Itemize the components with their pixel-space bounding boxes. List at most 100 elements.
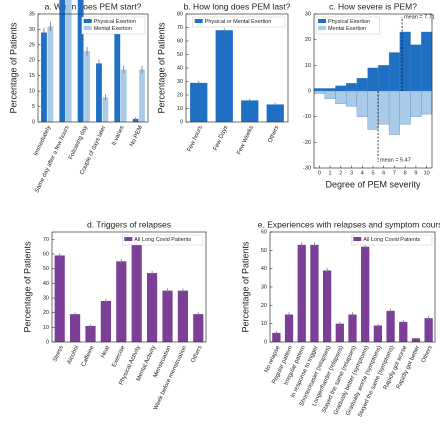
y-tick-label: 0: [32, 119, 35, 125]
y-axis-label: Percentage of Patients: [8, 22, 18, 114]
x-tick-label: Alcohol: [67, 345, 81, 365]
x-tick-label: It varies: [111, 125, 125, 147]
panel-title: c. How severe is PEM?: [329, 1, 417, 11]
plot-frame: [51, 231, 207, 343]
x-tick-label: 0: [318, 170, 321, 176]
bar: [47, 26, 54, 122]
bar: [54, 255, 65, 342]
y-tick-label: 5: [32, 104, 35, 110]
y-tick-label: 0: [46, 339, 49, 345]
plot-frame: [313, 13, 433, 169]
x-tick-label: Few Weeks: [236, 125, 255, 156]
bar: [131, 237, 142, 342]
bar: [322, 270, 332, 342]
x-tick-label: Same day after a few hours: [34, 125, 70, 194]
y-tick-label: 10: [43, 325, 49, 331]
y-tick-label: 0: [180, 119, 183, 125]
histogram-bar: [367, 90, 379, 130]
x-tick-label: Heat: [100, 345, 111, 359]
y-tick-label: 50: [261, 248, 267, 254]
bar: [386, 310, 395, 342]
bar: [77, 0, 84, 122]
histogram-bar: [378, 65, 390, 92]
bar: [84, 51, 90, 122]
legend-label: Physical Exertion: [94, 19, 136, 25]
legend-swatch: [83, 26, 92, 30]
y-tick-label: -20: [303, 140, 311, 146]
histogram-bar: [335, 90, 347, 104]
legend-label: All Long Covid Patients: [363, 237, 420, 243]
y-tick-label: -30: [303, 165, 311, 171]
histogram-bar: [378, 90, 390, 125]
x-tick-label: 9: [414, 170, 417, 176]
legend-swatch: [83, 19, 92, 23]
plot-frame: [269, 231, 436, 343]
x-tick-label: Others: [267, 125, 280, 144]
legend-label: Mental Exertion: [94, 26, 132, 32]
y-tick-label: 10: [177, 106, 183, 112]
y-tick-label: 15: [29, 73, 35, 79]
panel-title: e. Experiences with relapses and symptom…: [258, 219, 440, 229]
y-tick-label: 30: [29, 27, 35, 33]
histogram-bar: [410, 44, 422, 92]
legend-box: [315, 16, 380, 35]
histogram-bar: [313, 88, 325, 92]
bar: [335, 323, 344, 342]
x-tick-label: Following day: [68, 125, 89, 161]
bar: [215, 30, 233, 123]
bar: [41, 32, 47, 123]
histogram-bar: [356, 78, 368, 92]
plot-frame: [185, 13, 289, 123]
legend-swatch: [353, 237, 362, 241]
y-tick-label: 35: [29, 11, 35, 17]
bar: [147, 273, 158, 342]
histogram-bar: [324, 90, 336, 99]
bar: [190, 82, 208, 122]
bar: [120, 69, 127, 122]
annotation: mean = 5.47: [380, 157, 411, 163]
legend-box: [351, 234, 433, 246]
bar: [177, 290, 188, 342]
y-tick-label: 10: [29, 89, 35, 95]
bar: [85, 325, 96, 342]
bar: [102, 97, 109, 122]
legend-box: [192, 16, 286, 28]
y-tick-label: 60: [43, 251, 49, 257]
y-tick-label: 60: [177, 38, 183, 44]
y-tick-label: 20: [29, 58, 35, 64]
bar: [70, 314, 81, 342]
x-axis-label: Degree of PEM severity: [325, 179, 421, 189]
x-tick-label: Few Days: [213, 125, 230, 152]
x-tick-label: 1: [329, 170, 332, 176]
histogram-bar: [313, 90, 325, 94]
x-tick-label: Immediately: [33, 125, 52, 157]
y-tick-label: 25: [29, 42, 35, 48]
bar: [162, 290, 173, 342]
y-tick-label: 80: [177, 11, 183, 17]
x-tick-label: Exercise: [111, 344, 126, 368]
bar: [139, 69, 145, 122]
legend-swatch: [194, 19, 203, 23]
y-tick-label: 20: [305, 37, 311, 43]
legend-box: [81, 16, 146, 35]
x-tick-label: Caffeine: [81, 344, 96, 367]
histogram-bar: [421, 90, 433, 115]
y-tick-label: 10: [261, 321, 267, 327]
bar: [96, 63, 102, 122]
bar: [193, 314, 204, 342]
histogram-bar: [356, 90, 368, 117]
legend-box: [122, 234, 204, 246]
x-tick-label: Stress: [52, 345, 65, 363]
legend-label: Physical or Mental Exertion: [205, 19, 272, 25]
x-tick-label: Few hours: [187, 125, 204, 153]
bar: [411, 338, 421, 342]
panel: a. When does PEM start? Percentage of Pat…: [8, 0, 149, 194]
bar: [424, 318, 433, 342]
histogram-bar: [399, 31, 411, 92]
x-tick-label: 10: [424, 170, 430, 176]
bar: [100, 300, 111, 342]
y-tick-label: 0: [264, 339, 267, 345]
histogram-bar: [410, 90, 422, 117]
histogram-bar: [421, 31, 433, 92]
bar: [361, 246, 370, 342]
